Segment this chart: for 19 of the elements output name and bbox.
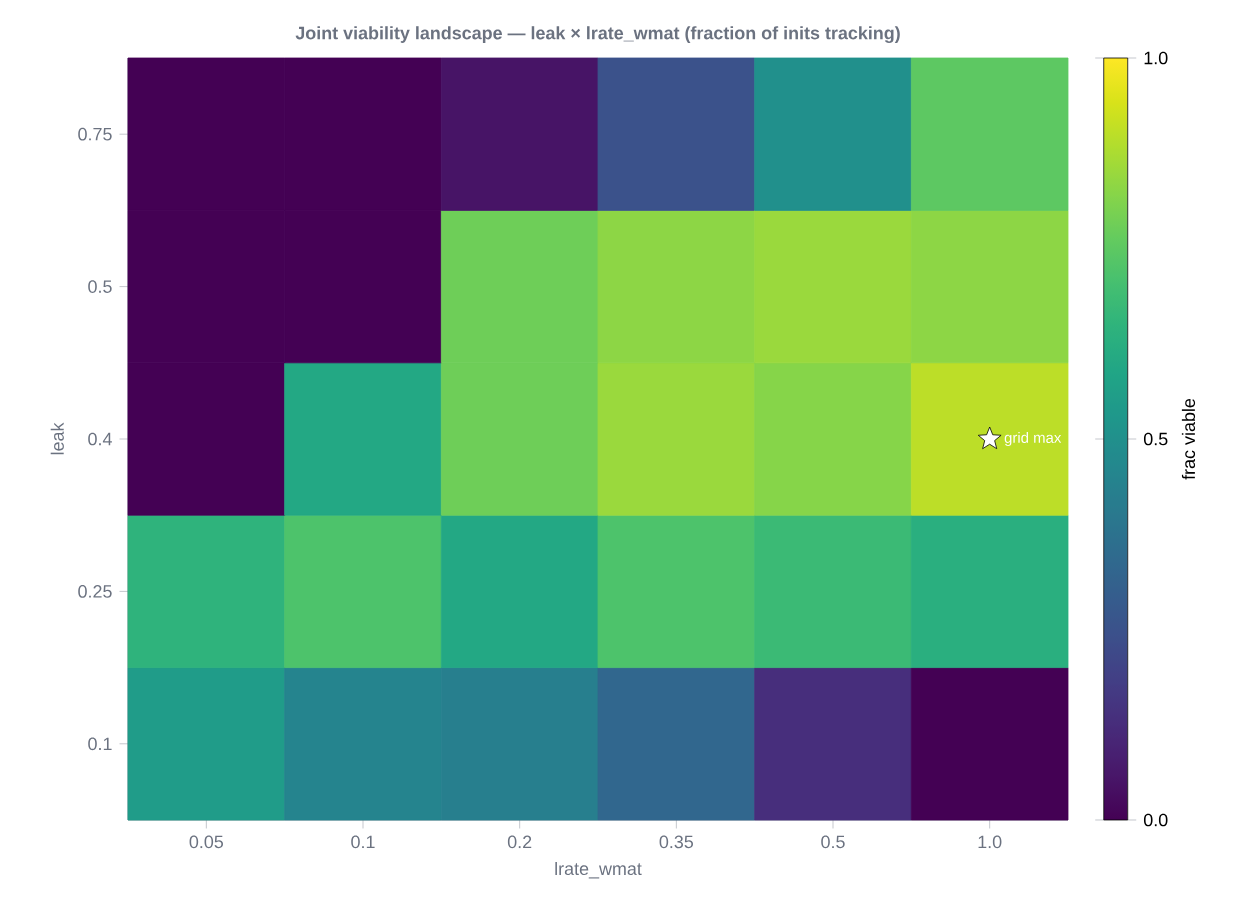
x-tick-label: 0.5 xyxy=(821,835,845,849)
y-tick-label: 0.25 xyxy=(78,585,112,598)
x-tick-label: 0.1 xyxy=(351,835,375,849)
color-bar-label: 1.0 xyxy=(1144,51,1168,65)
color-bar-label: 0.0 xyxy=(1143,813,1168,827)
chart-title: Joint viability landscape — leak × lrate_wmat (fraction of inits tracking) xyxy=(295,26,900,44)
annotation: grid max xyxy=(1004,432,1062,446)
y-tick-label: 0.1 xyxy=(88,737,112,751)
x-axis-title: lrate_wmat xyxy=(555,861,642,879)
y-axis-title: leak xyxy=(50,422,64,455)
x-tick-label: 0.2 xyxy=(507,835,532,849)
y-tick-label: 0.4 xyxy=(88,432,112,446)
x-tick-label: 0.05 xyxy=(189,835,224,849)
x-tick-label: 1.0 xyxy=(978,835,1002,849)
y-tick-label: 0.75 xyxy=(78,127,112,141)
x-tick-label: 0.35 xyxy=(659,835,694,849)
color-bar-title: frac viable xyxy=(1181,398,1196,480)
color-bar-label: 0.5 xyxy=(1143,432,1168,446)
y-tick-label: 0.5 xyxy=(88,280,112,293)
